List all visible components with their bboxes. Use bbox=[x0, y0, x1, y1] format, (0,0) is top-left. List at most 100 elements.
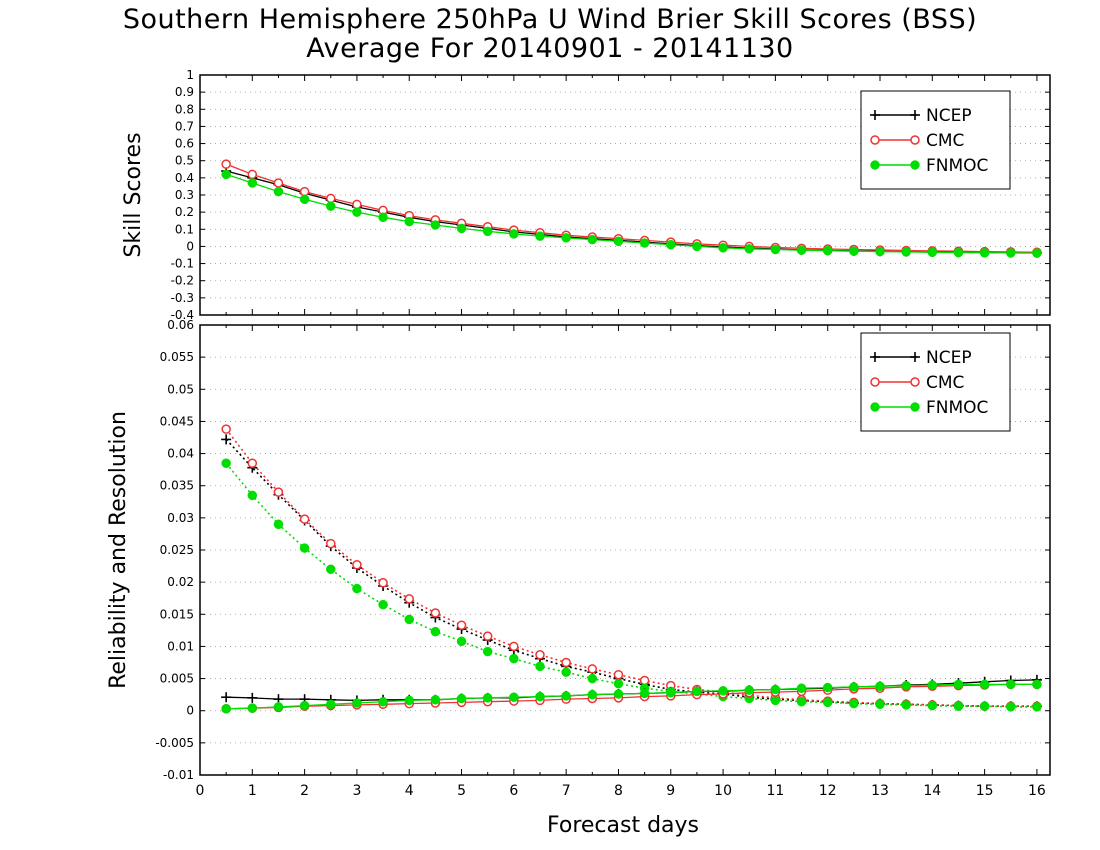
y-tick-label: 0.6 bbox=[175, 137, 194, 151]
y-tick-label: 0.025 bbox=[160, 543, 194, 557]
x-tick-label: 6 bbox=[509, 783, 518, 799]
x-tick-label: 10 bbox=[714, 783, 732, 799]
x-tick-label: 11 bbox=[766, 783, 784, 799]
panel-top: -0.4 -0.3 -0.2 -0.1 0 0.1 0.2 0.3 0.4 0.5 0.6 0.7 0.… bbox=[121, 68, 1051, 322]
legend-marker-cmc bbox=[870, 135, 880, 145]
legend-marker-fnmoc bbox=[870, 402, 880, 412]
legend-label-ncep: NCEP bbox=[926, 106, 972, 126]
data-point-fnmoc bbox=[692, 686, 702, 697]
data-point-fnmoc bbox=[1032, 679, 1042, 690]
series-line-ncep-reliability bbox=[225, 438, 1037, 708]
data-point-cmc bbox=[221, 424, 231, 434]
data-point-cmc bbox=[273, 178, 284, 188]
y-tick-label: 0.045 bbox=[160, 414, 194, 428]
data-point-fnmoc bbox=[953, 679, 964, 690]
y-tick-label: -0.005 bbox=[155, 736, 194, 750]
data-point-fnmoc bbox=[953, 247, 964, 258]
y-tick-label: 0.3 bbox=[175, 188, 194, 202]
data-point-fnmoc bbox=[613, 236, 624, 247]
data-point-fnmoc bbox=[1032, 702, 1042, 712]
data-point-fnmoc bbox=[587, 689, 598, 700]
y-tick-label: 0.06 bbox=[167, 318, 194, 332]
y-tick-label: 0.02 bbox=[167, 575, 194, 589]
y-tick-label: 0.01 bbox=[167, 639, 194, 653]
x-axis-label: Forecast days bbox=[547, 813, 699, 838]
legend: NCEP CMC FNMOC bbox=[860, 332, 1011, 432]
data-point-fnmoc bbox=[456, 693, 467, 704]
data-point-fnmoc bbox=[378, 696, 388, 707]
data-point-fnmoc bbox=[404, 695, 414, 706]
x-tick-label: 5 bbox=[457, 783, 466, 799]
data-point-cmc bbox=[221, 159, 231, 169]
data-point-fnmoc bbox=[849, 682, 859, 692]
y-tick-label: 0.005 bbox=[160, 672, 194, 686]
data-point-fnmoc bbox=[901, 247, 911, 257]
y-axis-label: Reliability and Resolution bbox=[106, 411, 131, 689]
data-point-cmc bbox=[247, 169, 258, 180]
data-point-fnmoc bbox=[247, 703, 258, 713]
data-point-fnmoc bbox=[352, 207, 362, 217]
y-axis-label: Skill Scores bbox=[121, 132, 146, 257]
x-tick-label: 12 bbox=[819, 783, 837, 799]
data-point-fnmoc bbox=[273, 186, 284, 197]
y-tick-label: 0.04 bbox=[167, 447, 194, 461]
y-tick-label: -0.1 bbox=[171, 257, 194, 271]
data-point-fnmoc bbox=[979, 248, 990, 258]
legend-marker-cmc-2 bbox=[910, 135, 920, 145]
data-point-fnmoc bbox=[822, 697, 833, 708]
x-tick-label: 15 bbox=[976, 783, 994, 799]
legend-label-cmc: CMC bbox=[926, 373, 964, 393]
data-point-fnmoc bbox=[273, 702, 284, 712]
data-point-fnmoc bbox=[613, 678, 624, 689]
panel-bottom: -0.01 -0.005 0 0.005 0.01 0.015 0.02 0.025 0.03 0… bbox=[106, 318, 1051, 838]
data-point-fnmoc bbox=[613, 689, 624, 699]
data-point-fnmoc bbox=[482, 693, 493, 703]
x-tick-label: 13 bbox=[871, 783, 889, 799]
data-point-fnmoc bbox=[299, 700, 310, 711]
y-tick-label: 1 bbox=[186, 68, 194, 82]
data-point-fnmoc bbox=[1006, 248, 1016, 258]
data-point-fnmoc bbox=[849, 246, 859, 256]
series-line-cmc-reliability bbox=[225, 428, 1037, 708]
y-tick-label: 0.015 bbox=[160, 607, 194, 621]
data-point-fnmoc bbox=[378, 212, 388, 223]
data-point-fnmoc bbox=[822, 245, 833, 256]
data-point-fnmoc bbox=[979, 701, 990, 711]
legend-label-fnmoc: FNMOC bbox=[926, 398, 988, 418]
data-point-cmc bbox=[326, 538, 336, 549]
legend-marker-fnmoc-2 bbox=[910, 402, 920, 412]
data-point-cmc bbox=[378, 578, 388, 588]
data-point-fnmoc bbox=[587, 234, 598, 245]
data-point-fnmoc bbox=[404, 216, 414, 227]
data-point-cmc bbox=[430, 608, 441, 618]
data-point-fnmoc bbox=[535, 661, 545, 672]
data-point-fnmoc bbox=[744, 685, 754, 695]
data-point-fnmoc bbox=[221, 169, 231, 180]
data-point-fnmoc bbox=[430, 695, 441, 705]
legend-marker-fnmoc-2 bbox=[910, 160, 920, 170]
data-point-fnmoc bbox=[639, 688, 650, 699]
data-point-fnmoc bbox=[718, 686, 728, 696]
data-point-fnmoc bbox=[927, 247, 938, 258]
data-point-fnmoc bbox=[561, 233, 571, 243]
data-point-fnmoc bbox=[482, 226, 493, 237]
data-point-fnmoc bbox=[430, 220, 441, 230]
data-point-fnmoc bbox=[273, 519, 284, 530]
data-point-fnmoc bbox=[509, 653, 519, 664]
y-tick-label: 0.03 bbox=[167, 511, 194, 525]
data-point-cmc bbox=[404, 594, 414, 604]
data-point-fnmoc bbox=[326, 201, 336, 211]
data-point-fnmoc bbox=[927, 680, 938, 690]
data-point-fnmoc bbox=[849, 698, 859, 709]
data-point-fnmoc bbox=[796, 696, 807, 707]
data-point-cmc bbox=[535, 650, 545, 660]
data-point-fnmoc bbox=[770, 244, 781, 255]
data-point-cmc bbox=[561, 657, 571, 668]
y-tick-label: 0.05 bbox=[167, 382, 194, 396]
data-point-fnmoc bbox=[535, 231, 545, 241]
x-tick-label: 14 bbox=[923, 783, 941, 799]
x-tick-label: 16 bbox=[1028, 783, 1046, 799]
data-point-fnmoc bbox=[770, 695, 781, 706]
